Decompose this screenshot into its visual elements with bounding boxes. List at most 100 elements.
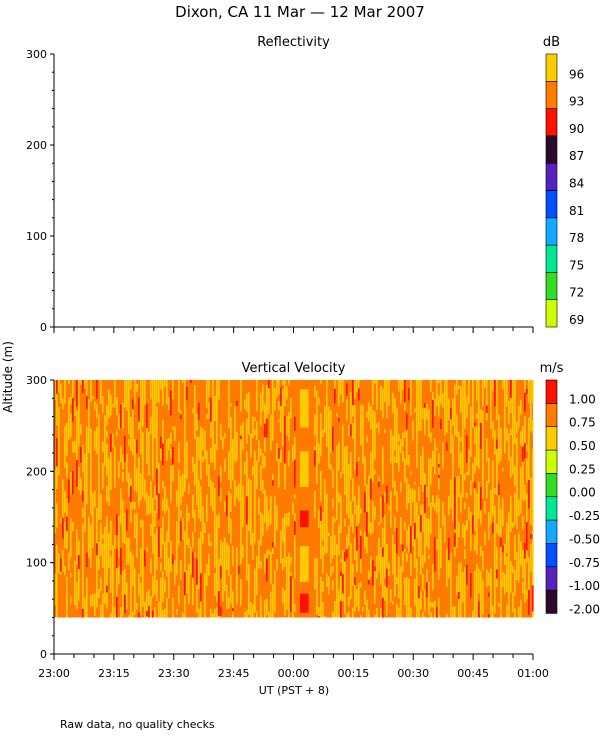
- velocity-cell: [318, 616, 320, 618]
- x-tick-label: 00:30: [397, 667, 429, 680]
- velocity-cell: [122, 422, 124, 429]
- colorbar-swatch: [545, 589, 558, 614]
- colorbar-label: -0.50: [569, 532, 600, 546]
- velocity-cell: [250, 602, 252, 618]
- velocity-cell: [206, 450, 208, 476]
- velocity-cell: [58, 553, 60, 574]
- velocity-cell: [376, 555, 378, 579]
- velocity-cell: [374, 571, 376, 587]
- velocity-cell: [228, 563, 230, 577]
- velocity-cell: [218, 591, 220, 616]
- velocity-cell: [166, 548, 168, 555]
- velocity-cell: [240, 583, 242, 606]
- velocity-cell: [110, 452, 112, 480]
- velocity-cell: [190, 380, 192, 384]
- velocity-cell: [382, 404, 384, 418]
- velocity-cell: [104, 560, 106, 564]
- velocity-cell: [488, 592, 490, 597]
- velocity-cell: [314, 557, 316, 572]
- velocity-cell: [256, 403, 258, 412]
- velocity-cell: [282, 436, 284, 447]
- velocity-cell: [320, 380, 322, 384]
- velocity-cell: [184, 402, 186, 414]
- velocity-cell: [146, 547, 148, 553]
- velocity-cell: [478, 451, 480, 470]
- velocity-cell: [414, 513, 416, 523]
- velocity-cell: [90, 493, 92, 515]
- velocity-cell: [346, 446, 348, 472]
- velocity-cell: [522, 557, 524, 579]
- velocity-cell: [518, 405, 520, 428]
- velocity-cell: [424, 407, 426, 436]
- velocity-cell: [124, 594, 126, 614]
- velocity-cell: [364, 590, 366, 605]
- velocity-cell: [378, 422, 380, 434]
- velocity-cell: [324, 478, 326, 508]
- velocity-cell: [322, 602, 324, 608]
- velocity-cell: [378, 562, 380, 572]
- velocity-cell: [110, 520, 112, 540]
- colorbar-label: 1.00: [569, 392, 596, 406]
- velocity-cell: [86, 468, 88, 487]
- colorbar-swatch: [545, 81, 558, 109]
- velocity-cell: [160, 562, 162, 571]
- velocity-cell: [372, 470, 374, 482]
- velocity-cell: [182, 518, 184, 541]
- velocity-cell: [230, 518, 232, 544]
- velocity-cell: [382, 388, 384, 405]
- velocity-cell: [496, 547, 498, 559]
- velocity-cell: [196, 584, 198, 613]
- velocity-cell: [432, 495, 434, 508]
- velocity-cell: [438, 463, 440, 468]
- velocity-cell: [204, 601, 206, 613]
- velocity-cell: [150, 380, 152, 400]
- velocity-cell: [58, 461, 60, 476]
- velocity-cell: [240, 477, 242, 496]
- velocity-cell: [322, 429, 324, 437]
- velocity-cell: [342, 446, 344, 465]
- velocity-cell: [204, 522, 206, 533]
- velocity-cell: [444, 397, 446, 403]
- velocity-cell: [218, 380, 220, 400]
- velocity-cell: [116, 596, 118, 618]
- velocity-cell: [108, 483, 110, 491]
- velocity-cell: [152, 575, 154, 591]
- velocity-cell: [506, 531, 508, 554]
- velocity-cell: [514, 587, 516, 596]
- velocity-cell: [152, 470, 154, 481]
- velocity-cell: [420, 504, 422, 515]
- velocity-cell: [204, 440, 206, 460]
- velocity-cell: [160, 577, 162, 603]
- velocity-cell: [408, 484, 410, 504]
- velocity-cell: [474, 426, 476, 445]
- velocity-cell: [390, 589, 392, 603]
- velocity-cell: [228, 597, 230, 609]
- velocity-cell: [184, 457, 186, 484]
- velocity-cell: [196, 436, 198, 457]
- velocity-cell: [172, 446, 174, 465]
- velocity-cell: [330, 464, 332, 471]
- velocity-cell: [516, 438, 518, 451]
- velocity-cell: [124, 380, 126, 408]
- velocity-cell: [126, 466, 128, 482]
- velocity-cell: [92, 519, 94, 548]
- velocity-cell: [260, 403, 262, 426]
- velocity-cell: [344, 552, 346, 562]
- x-tick-label: 00:15: [338, 667, 370, 680]
- velocity-cell: [418, 405, 420, 431]
- velocity-cell: [244, 462, 246, 475]
- velocity-cell: [88, 540, 90, 559]
- velocity-cell: [200, 512, 202, 522]
- velocity-cell: [240, 578, 242, 584]
- velocity-cell: [250, 480, 252, 497]
- velocity-cell: [382, 597, 384, 618]
- velocity-cell: [518, 559, 520, 583]
- velocity-cell: [496, 392, 498, 408]
- velocity-cell: [354, 443, 356, 471]
- velocity-cell: [284, 590, 286, 616]
- colorbar-label: 93: [569, 95, 584, 109]
- velocity-cell: [414, 554, 416, 568]
- velocity-cell: [474, 422, 476, 427]
- velocity-cell: [286, 386, 288, 400]
- gap-cell: [299, 546, 309, 582]
